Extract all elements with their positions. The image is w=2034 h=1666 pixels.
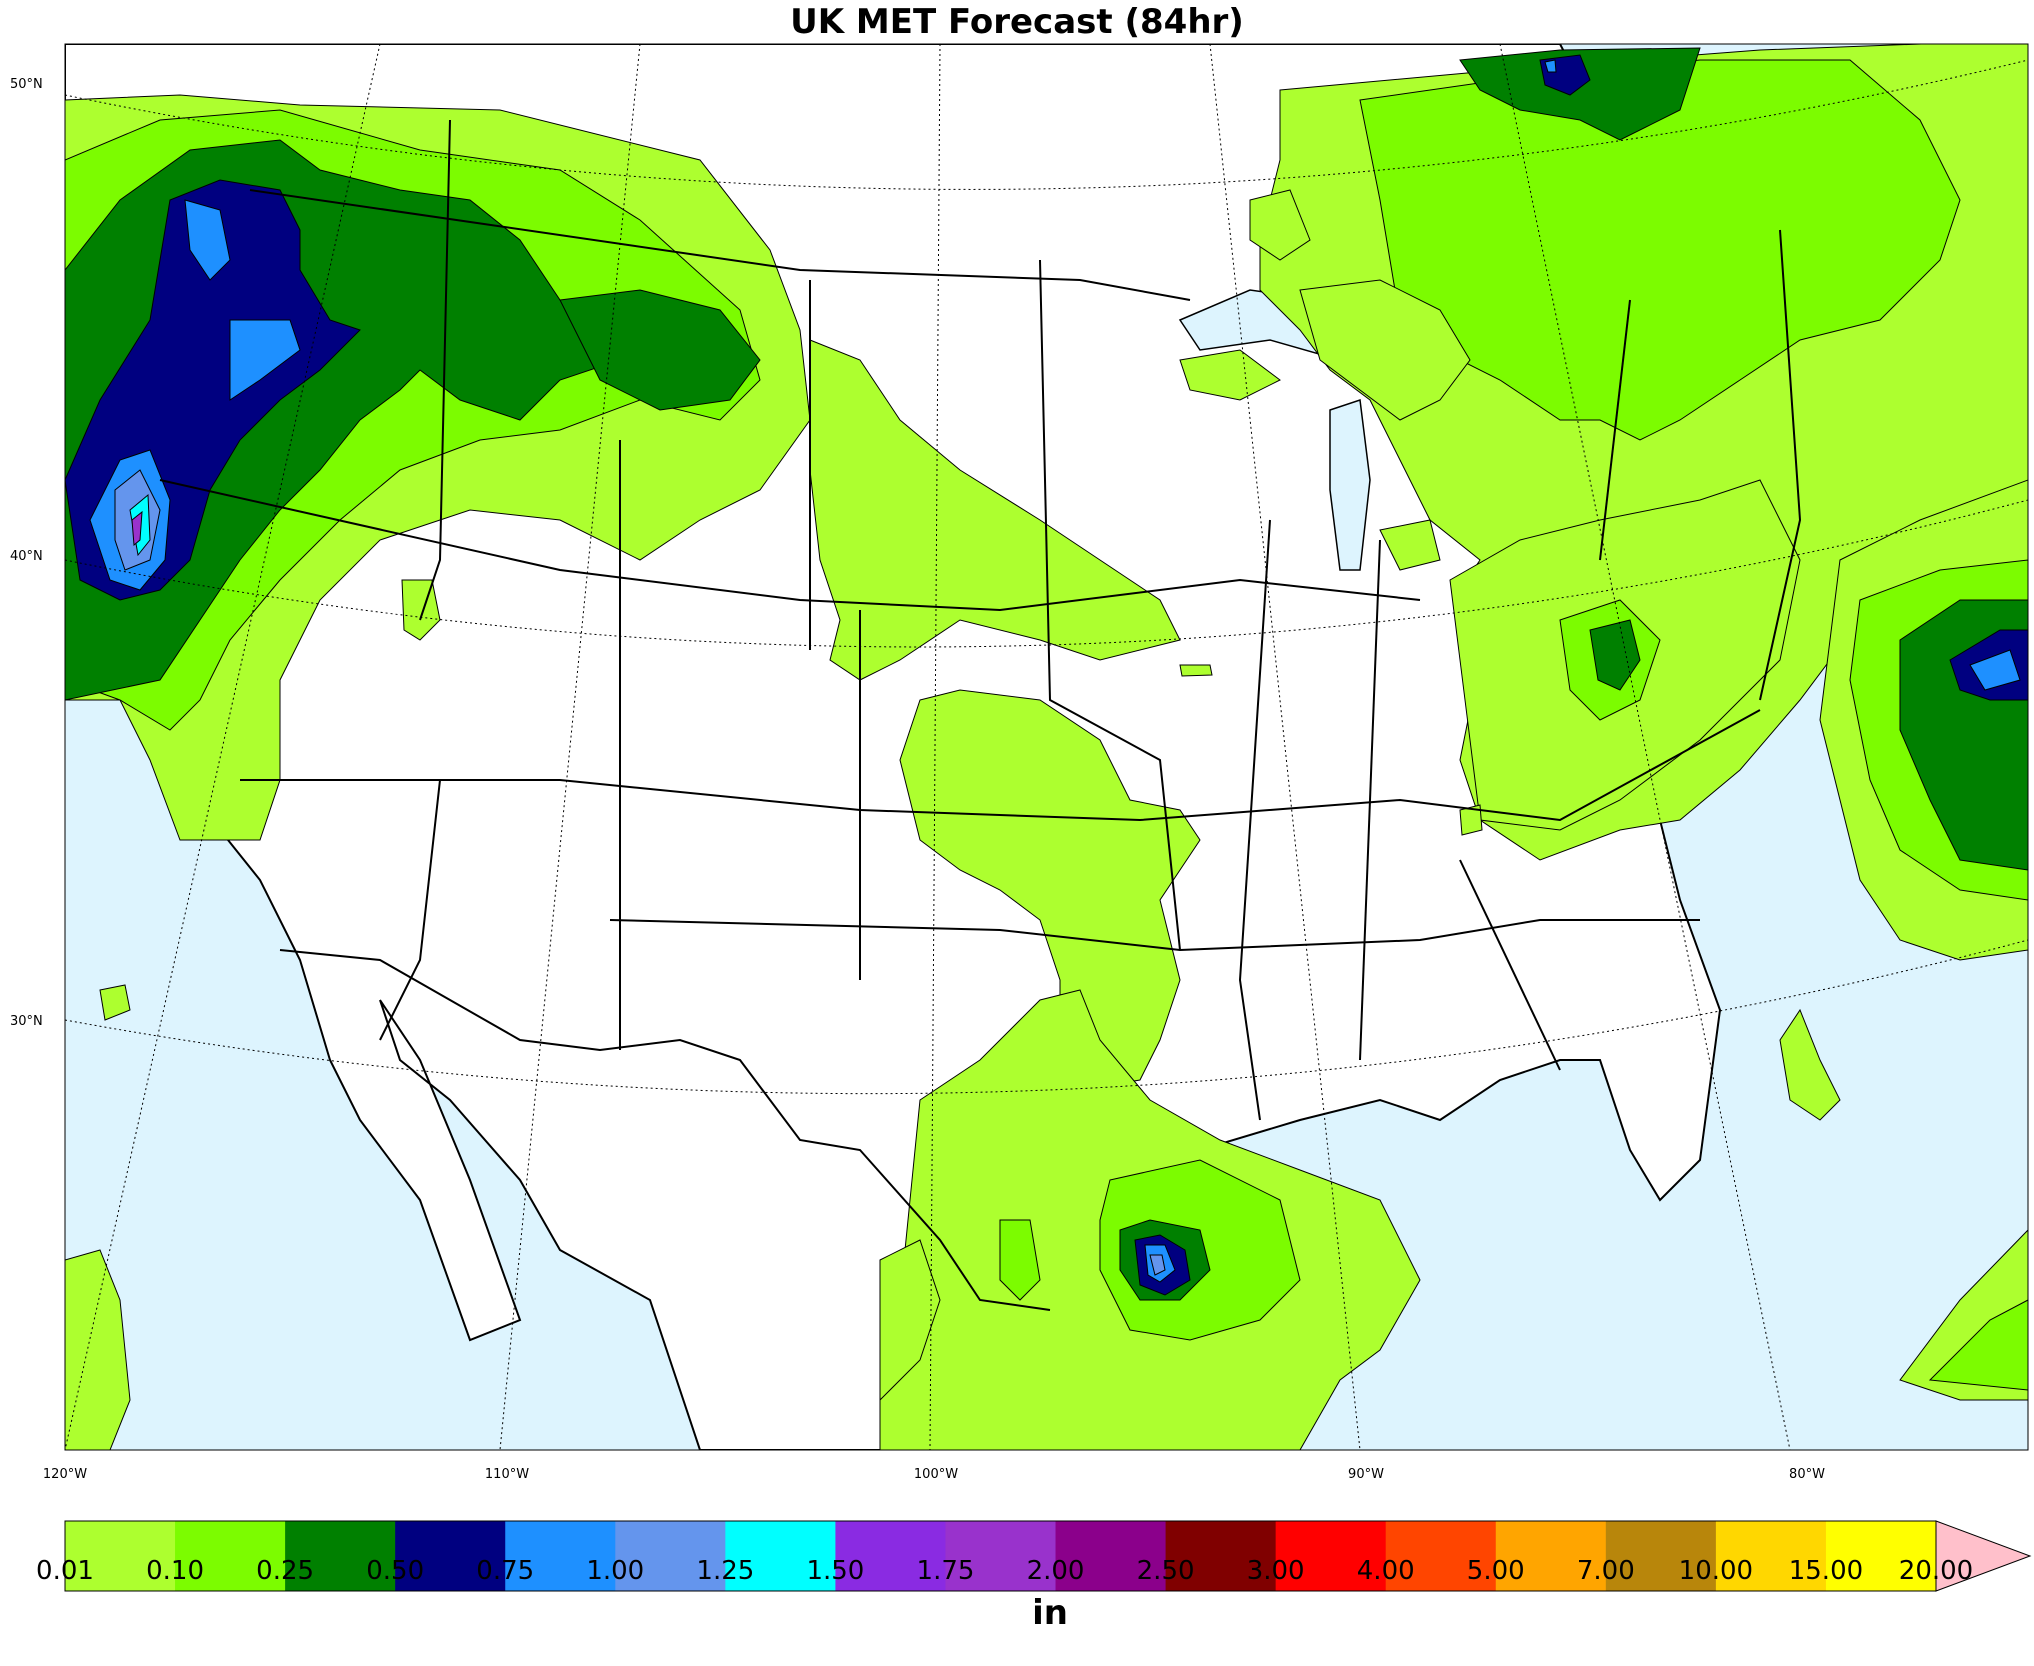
colorbar-segment bbox=[615, 1521, 726, 1591]
colorbar-segment bbox=[1275, 1521, 1387, 1591]
colorbar-segment bbox=[505, 1521, 616, 1591]
colorbar-segment bbox=[285, 1521, 396, 1591]
colorbar-segment bbox=[65, 1521, 176, 1591]
colorbar-tick-label: 7.00 bbox=[1576, 1556, 1635, 1586]
colorbar-tick-label: 3.00 bbox=[1246, 1556, 1305, 1586]
colorbar-segment bbox=[395, 1521, 506, 1591]
colorbar-tick-label: 1.00 bbox=[586, 1556, 645, 1586]
colorbar-tick-label: 0.25 bbox=[256, 1556, 315, 1586]
precip-atlantic bbox=[1779, 479, 2028, 1401]
colorbar-tick-label: 4.00 bbox=[1356, 1556, 1415, 1586]
precip-east-central bbox=[1179, 189, 1801, 831]
lon-label-110w: 110°W bbox=[484, 1467, 530, 1482]
colorbar-unit-label: in bbox=[1032, 1593, 1068, 1633]
colorbar-tick-label: 0.10 bbox=[146, 1556, 204, 1586]
precip-misc bbox=[65, 579, 1483, 1450]
colorbar-tick-label: 1.50 bbox=[806, 1556, 865, 1586]
colorbar-segment bbox=[1825, 1521, 1937, 1591]
colorbar-tick-label: 0.50 bbox=[366, 1556, 425, 1586]
colorbar-tick-label: 0.75 bbox=[476, 1556, 535, 1586]
lon-label-80w: 80°W bbox=[1789, 1467, 1825, 1482]
colorbar-segment bbox=[1055, 1521, 1167, 1591]
colorbar-tick-label: 1.25 bbox=[696, 1556, 755, 1586]
colorbar-tick-label: 1.75 bbox=[916, 1556, 975, 1586]
colorbar-segment bbox=[1715, 1521, 1827, 1591]
colorbar-tick-label: 10.00 bbox=[1678, 1556, 1754, 1586]
map-title: UK MET Forecast (84hr) bbox=[790, 2, 1244, 42]
precip-northwest bbox=[65, 94, 811, 841]
colorbar-segment bbox=[1605, 1521, 1717, 1591]
colorbar-segment bbox=[725, 1521, 836, 1591]
colorbar-frame bbox=[64, 1520, 1937, 1592]
lon-label-90w: 90°W bbox=[1348, 1467, 1384, 1482]
map-frame bbox=[64, 43, 2029, 1451]
precip-plains bbox=[809, 339, 1421, 1450]
colorbar-tick-label: 2.00 bbox=[1026, 1556, 1085, 1586]
colorbar-segment bbox=[1495, 1521, 1607, 1591]
colorbar-tick-label: 20.00 bbox=[1898, 1556, 1974, 1586]
colorbar-tick-label: 15.00 bbox=[1788, 1556, 1864, 1586]
state-borders bbox=[159, 119, 1802, 1311]
colorbar-segment bbox=[945, 1521, 1057, 1591]
colorbar-tick-label: 5.00 bbox=[1466, 1556, 1525, 1586]
lat-label-50: 50°N bbox=[10, 77, 43, 92]
colorbar-segment bbox=[1385, 1521, 1497, 1591]
colorbar-segment bbox=[835, 1521, 946, 1591]
lat-label-40: 40°N bbox=[10, 549, 43, 564]
lat-label-30: 30°N bbox=[10, 1014, 43, 1029]
colorbar-segment bbox=[175, 1521, 286, 1591]
colorbar-segment bbox=[1165, 1521, 1277, 1591]
lon-label-120w: 120°W bbox=[42, 1467, 88, 1482]
colorbar-tick-label: 2.50 bbox=[1136, 1556, 1195, 1586]
colorbar-tick-label: 0.01 bbox=[36, 1556, 94, 1586]
lon-label-100w: 100°W bbox=[913, 1467, 959, 1482]
graticule bbox=[65, 44, 2028, 1450]
